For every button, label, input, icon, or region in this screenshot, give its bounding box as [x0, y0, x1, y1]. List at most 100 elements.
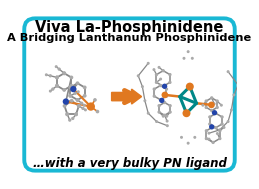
Circle shape — [55, 76, 59, 79]
Circle shape — [211, 141, 215, 144]
Circle shape — [165, 115, 168, 118]
Circle shape — [57, 67, 61, 71]
Circle shape — [76, 98, 80, 102]
Circle shape — [62, 71, 66, 75]
Circle shape — [210, 96, 213, 100]
FancyArrow shape — [112, 89, 142, 104]
Circle shape — [81, 107, 85, 110]
Circle shape — [157, 104, 161, 107]
Circle shape — [153, 88, 156, 91]
Circle shape — [143, 99, 146, 102]
Circle shape — [69, 84, 73, 88]
Circle shape — [162, 84, 167, 89]
Circle shape — [68, 94, 72, 98]
Circle shape — [215, 99, 219, 103]
Circle shape — [163, 114, 166, 117]
Circle shape — [168, 81, 172, 84]
Circle shape — [68, 85, 72, 89]
Circle shape — [74, 112, 78, 116]
Circle shape — [55, 76, 59, 79]
Circle shape — [162, 85, 165, 88]
Circle shape — [93, 98, 97, 102]
Circle shape — [49, 90, 52, 93]
Circle shape — [205, 99, 208, 103]
Circle shape — [215, 106, 219, 109]
Circle shape — [187, 50, 190, 53]
Circle shape — [214, 112, 218, 115]
Circle shape — [84, 108, 87, 111]
Circle shape — [147, 62, 150, 65]
Circle shape — [191, 57, 194, 60]
Circle shape — [83, 104, 86, 107]
Circle shape — [74, 92, 77, 95]
Circle shape — [159, 84, 162, 87]
Text: …with a very bulky PN ligand: …with a very bulky PN ligand — [33, 157, 226, 170]
Circle shape — [63, 104, 67, 108]
Circle shape — [137, 74, 140, 77]
Circle shape — [213, 102, 216, 105]
Circle shape — [222, 126, 226, 129]
Circle shape — [210, 109, 213, 112]
Circle shape — [207, 132, 211, 135]
Circle shape — [77, 104, 81, 108]
Circle shape — [159, 98, 164, 103]
Circle shape — [155, 81, 158, 84]
Circle shape — [212, 110, 217, 115]
Circle shape — [162, 69, 165, 72]
Circle shape — [165, 94, 168, 98]
Circle shape — [168, 110, 172, 114]
Circle shape — [232, 93, 235, 96]
Circle shape — [220, 115, 224, 119]
Circle shape — [162, 115, 165, 118]
Circle shape — [218, 128, 221, 131]
Circle shape — [71, 117, 74, 120]
Circle shape — [168, 73, 172, 76]
Circle shape — [159, 98, 162, 101]
Circle shape — [96, 110, 99, 113]
Circle shape — [201, 104, 204, 107]
Circle shape — [62, 88, 66, 92]
Circle shape — [183, 109, 190, 117]
Circle shape — [141, 85, 144, 88]
Text: A Bridging Lanthanum Phosphinidene: A Bridging Lanthanum Phosphinidene — [7, 33, 252, 43]
Circle shape — [76, 81, 80, 85]
Circle shape — [216, 132, 219, 135]
Circle shape — [69, 76, 73, 79]
Circle shape — [168, 104, 172, 107]
Circle shape — [87, 102, 95, 111]
Circle shape — [208, 122, 212, 126]
Circle shape — [166, 124, 169, 127]
Circle shape — [193, 136, 196, 139]
Circle shape — [207, 138, 211, 141]
Circle shape — [62, 71, 66, 75]
Circle shape — [155, 120, 158, 123]
Circle shape — [74, 112, 78, 116]
Circle shape — [77, 90, 80, 93]
Circle shape — [155, 73, 158, 76]
Circle shape — [180, 136, 183, 139]
Circle shape — [165, 88, 168, 91]
Circle shape — [186, 83, 194, 91]
Circle shape — [220, 104, 223, 107]
Circle shape — [162, 92, 168, 98]
Circle shape — [209, 124, 214, 129]
Circle shape — [227, 70, 229, 73]
Circle shape — [83, 94, 87, 98]
Circle shape — [183, 57, 185, 60]
Circle shape — [55, 84, 59, 88]
Circle shape — [68, 119, 71, 122]
Circle shape — [55, 84, 59, 88]
Circle shape — [68, 94, 72, 98]
Circle shape — [70, 86, 76, 92]
Circle shape — [205, 106, 208, 109]
Circle shape — [205, 137, 208, 140]
Circle shape — [208, 115, 212, 119]
Circle shape — [76, 98, 80, 102]
Text: Viva La-Phosphinidene: Viva La-Phosphinidene — [35, 20, 224, 35]
Circle shape — [83, 85, 87, 89]
FancyBboxPatch shape — [24, 18, 235, 171]
Circle shape — [49, 74, 52, 77]
Circle shape — [55, 65, 58, 68]
Circle shape — [211, 125, 215, 129]
Circle shape — [218, 129, 221, 132]
